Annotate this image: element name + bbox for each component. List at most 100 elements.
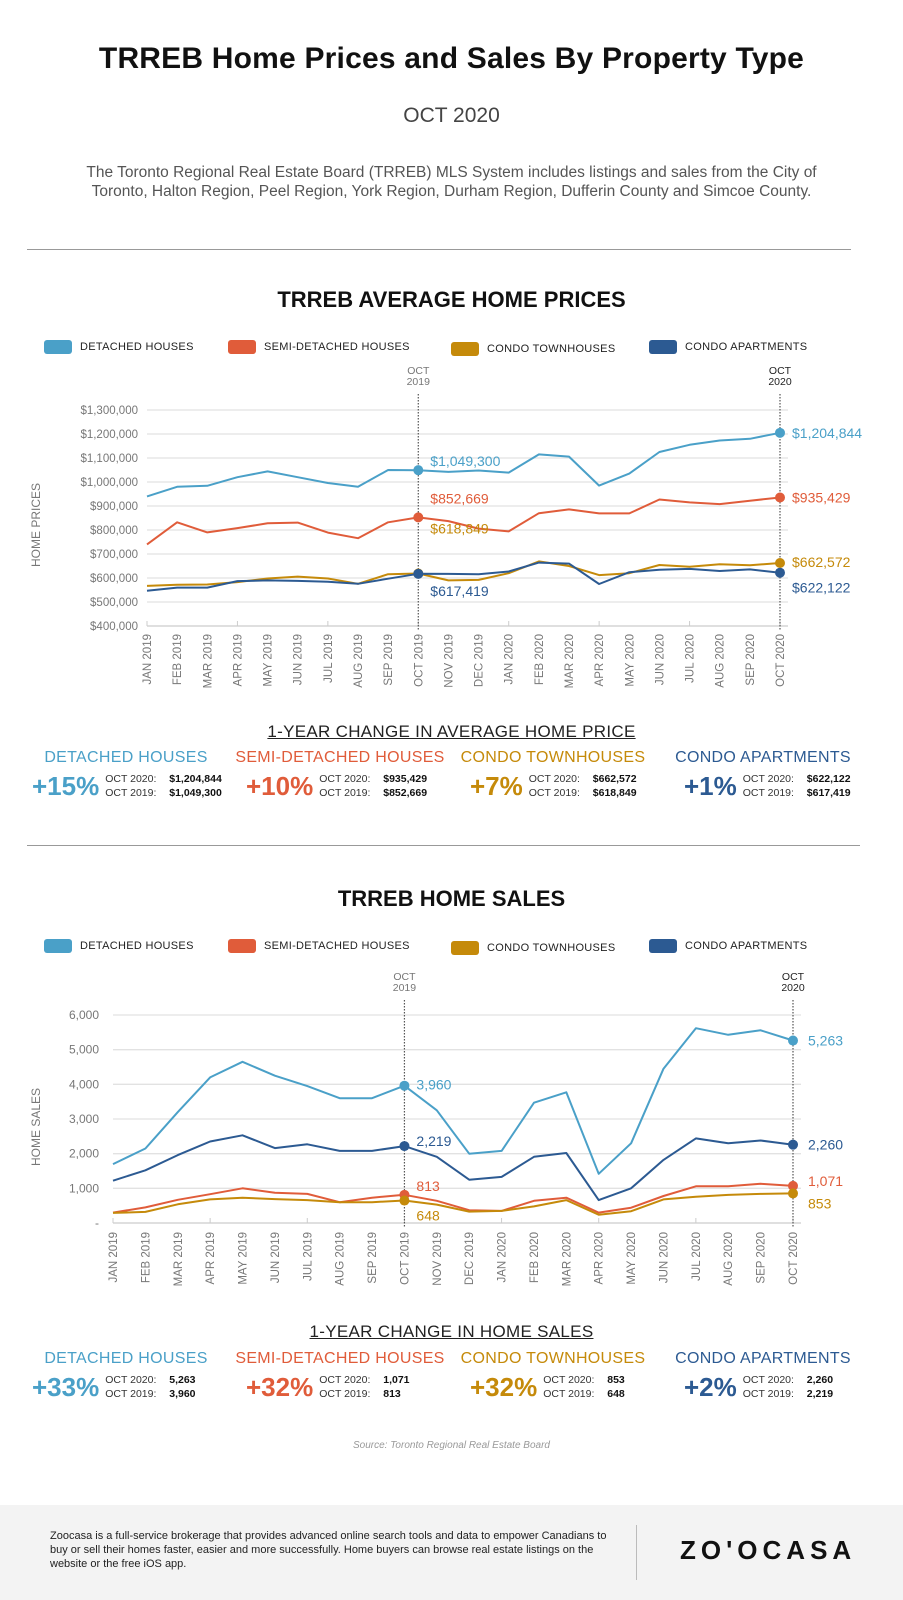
x-tick-label: JUN 2020 bbox=[658, 1232, 670, 1283]
value-key: OCT 2019: bbox=[105, 1387, 157, 1400]
change-category-apartment: CONDO APARTMENTS bbox=[675, 749, 851, 766]
data-point-detached bbox=[413, 465, 424, 476]
sales-chart-title: TRREB HOME SALES bbox=[337, 886, 566, 911]
x-tick-label: APR 2019 bbox=[232, 634, 244, 686]
x-tick-label: JUL 2019 bbox=[302, 1232, 314, 1281]
x-tick-label: FEB 2020 bbox=[529, 1232, 541, 1283]
change-percent: +32% bbox=[470, 1372, 538, 1402]
x-tick-label: SEP 2020 bbox=[745, 634, 757, 686]
prices-legend: DETACHED HOUSES SEMI-DETACHED HOUSES CON… bbox=[0, 340, 903, 360]
x-tick-label: JUN 2020 bbox=[654, 634, 666, 685]
legend-swatch bbox=[649, 939, 677, 953]
data-label-semi: 1,071 bbox=[808, 1173, 843, 1189]
y-tick-label: $1,200,000 bbox=[80, 429, 138, 441]
prices-line-chart: $400,000 $500,000 $600,000 $700,000 $800,000… bbox=[29, 365, 862, 688]
value-amount: 3,960 bbox=[169, 1387, 196, 1400]
x-tick-label: MAR 2019 bbox=[173, 1232, 185, 1286]
y-tick-label: $1,300,000 bbox=[80, 405, 138, 417]
y-axis-title: HOME PRICES bbox=[29, 483, 43, 567]
change-percent: +32% bbox=[246, 1372, 314, 1402]
change-values: OCT 2020: $662,572 OCT 2019: $618,849 bbox=[529, 773, 637, 800]
y-tick-label: 6,000 bbox=[69, 1008, 99, 1022]
sales-line-chart: - 1,000 2,000 3,000 4,000 5,000 6,000 HOME SALE… bbox=[29, 971, 843, 1286]
series-line-townhouse bbox=[112, 1192, 794, 1216]
change-stat-apartment: +2% OCT 2020: 2,260 OCT 2019: 2,219 bbox=[684, 1372, 833, 1403]
data-label-apartment: $622,122 bbox=[792, 580, 851, 596]
value-amount: 5,263 bbox=[169, 1373, 196, 1386]
change-values: OCT 2020: 1,071 OCT 2019: 813 bbox=[319, 1374, 409, 1401]
legend-swatch bbox=[44, 340, 72, 354]
change-stat-detached: +33% OCT 2020: 5,263 OCT 2019: 3,960 bbox=[32, 1372, 196, 1403]
zoocasa-logo[interactable]: ZO'OCASA bbox=[680, 1535, 857, 1565]
y-tick-label: $900,000 bbox=[90, 501, 138, 513]
x-tick-label: JUL 2020 bbox=[691, 1232, 703, 1281]
series-line-semi bbox=[146, 496, 781, 546]
legend-item-semi: SEMI-DETACHED HOUSES bbox=[228, 340, 410, 354]
value-key: OCT 2019: bbox=[543, 1387, 595, 1400]
y-tick-label: 2,000 bbox=[69, 1147, 99, 1161]
y-tick-label: $700,000 bbox=[90, 549, 138, 561]
value-row-2020: OCT 2020: 2,260 bbox=[743, 1374, 833, 1388]
x-tick-label: JUL 2019 bbox=[323, 634, 335, 683]
x-tick-label: OCT 2020 bbox=[775, 634, 787, 687]
legend-swatch bbox=[451, 342, 479, 356]
data-label-detached: $1,049,300 bbox=[430, 453, 500, 469]
sales-legend: DETACHED HOUSES SEMI-DETACHED HOUSES CON… bbox=[0, 939, 903, 959]
y-tick-label: $600,000 bbox=[90, 573, 138, 585]
legend-label: CONDO TOWNHOUSES bbox=[487, 343, 616, 355]
value-key: OCT 2020: bbox=[742, 1373, 794, 1386]
y-tick-label: $1,100,000 bbox=[80, 453, 138, 465]
value-amount: $622,122 bbox=[806, 772, 851, 785]
value-key: OCT 2020: bbox=[528, 772, 580, 785]
series-line-apartment bbox=[112, 1134, 794, 1202]
marker-label: OCT bbox=[407, 365, 430, 377]
page-title: TRREB Home Prices and Sales By Property … bbox=[98, 42, 805, 75]
x-tick-label: FEB 2019 bbox=[140, 1232, 152, 1283]
legend-label: SEMI-DETACHED HOUSES bbox=[264, 341, 410, 353]
value-key: OCT 2020: bbox=[319, 772, 371, 785]
x-tick-label: JUL 2020 bbox=[685, 634, 697, 683]
value-row-2019: OCT 2019: $618,849 bbox=[529, 787, 637, 801]
value-key: OCT 2020: bbox=[319, 1373, 371, 1386]
data-point-townhouse bbox=[775, 557, 785, 568]
data-label-townhouse: 648 bbox=[416, 1208, 440, 1224]
legend-label: CONDO APARTMENTS bbox=[685, 940, 808, 952]
marker-label: OCT bbox=[782, 971, 805, 983]
x-tick-label: NOV 2019 bbox=[443, 634, 455, 688]
change-values: OCT 2020: 2,260 OCT 2019: 2,219 bbox=[743, 1374, 833, 1401]
y-tick-label: $500,000 bbox=[90, 597, 138, 609]
intro-text: The Toronto Regional Real Estate Board (… bbox=[86, 164, 817, 200]
legend-swatch bbox=[44, 939, 72, 953]
value-row-2020: OCT 2020: $662,572 bbox=[529, 773, 637, 787]
x-tick-label: NOV 2019 bbox=[432, 1232, 444, 1286]
x-tick-label: AUG 2020 bbox=[723, 1232, 735, 1286]
divider bbox=[27, 845, 860, 846]
data-label-detached: 3,960 bbox=[416, 1077, 451, 1093]
change-percent: +2% bbox=[684, 1372, 737, 1402]
value-amount: $617,419 bbox=[806, 786, 851, 799]
x-tick-label: MAR 2020 bbox=[564, 634, 576, 688]
data-label-semi: 813 bbox=[416, 1178, 440, 1194]
marker-label: 2020 bbox=[781, 982, 805, 994]
value-amount: 2,260 bbox=[806, 1373, 834, 1386]
value-amount: $662,572 bbox=[592, 772, 637, 785]
data-point-apartment bbox=[413, 568, 424, 579]
value-row-2020: OCT 2020: $935,429 bbox=[319, 773, 427, 787]
change-percent: +10% bbox=[246, 771, 314, 801]
value-row-2020: OCT 2020: 1,071 bbox=[319, 1374, 409, 1388]
y-tick-label: 3,000 bbox=[69, 1112, 99, 1126]
x-tick-label: DEC 2019 bbox=[474, 634, 486, 687]
data-point-semi bbox=[788, 1180, 798, 1191]
data-label-townhouse: $662,572 bbox=[792, 554, 851, 570]
marker-label: 2019 bbox=[393, 982, 417, 994]
y-tick-label: $800,000 bbox=[90, 525, 138, 537]
data-point-detached bbox=[399, 1080, 410, 1091]
value-row-2020: OCT 2020: 5,263 bbox=[105, 1374, 195, 1388]
value-row-2019: OCT 2019: 2,219 bbox=[743, 1388, 833, 1402]
value-amount: 853 bbox=[607, 1373, 625, 1386]
series-line-semi bbox=[112, 1182, 794, 1214]
change-percent: +7% bbox=[470, 771, 523, 801]
x-tick-label: MAR 2019 bbox=[202, 634, 214, 688]
data-label-detached: $1,204,844 bbox=[792, 425, 862, 441]
change-values: OCT 2020: 853 OCT 2019: 648 bbox=[543, 1374, 625, 1401]
